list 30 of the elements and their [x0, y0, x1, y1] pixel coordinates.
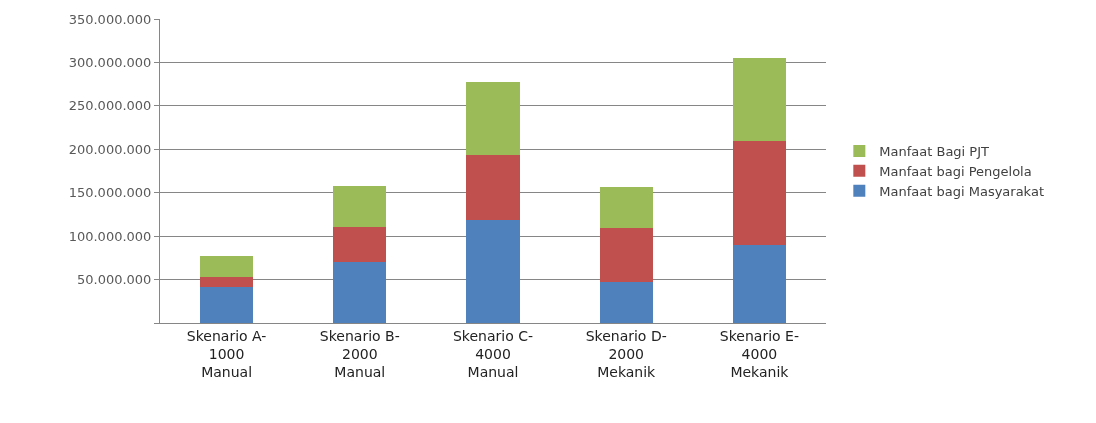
- y-tick-label: 250.000.000: [68, 98, 152, 114]
- y-tick-label: 100.000.000: [68, 228, 152, 244]
- x-tick-label: Skenario C- 4000 Manual: [452, 327, 534, 381]
- bar: [199, 256, 254, 277]
- bar: [599, 228, 653, 283]
- bar: [466, 155, 520, 220]
- bar: [732, 140, 787, 245]
- bar: [599, 186, 653, 229]
- bar: [333, 227, 387, 263]
- y-tick-label: 200.000.000: [68, 141, 152, 157]
- bar: [466, 81, 520, 156]
- bar: [599, 282, 653, 323]
- bar: [199, 276, 254, 287]
- bar: [333, 262, 387, 323]
- x-tick-label: Skenario B- 2000 Manual: [319, 327, 400, 381]
- legend-label: Manfaat Bagi PJT: [879, 144, 990, 160]
- bar: [732, 58, 787, 141]
- x-tick-label: Skenario E- 4000 Mekanik: [719, 327, 799, 381]
- bar: [199, 286, 254, 323]
- y-tick-label: 50.000.000: [76, 272, 152, 288]
- bar: [466, 219, 520, 323]
- x-tick-label: Skenario A- 1000 Manual: [186, 327, 267, 381]
- y-tick-label: 350.000.000: [68, 11, 152, 27]
- x-tick-label: Skenario D- 2000 Mekanik: [585, 327, 667, 381]
- bar: [333, 185, 387, 228]
- y-tick-label: 150.000.000: [68, 185, 152, 201]
- y-tick-label: 300.000.000: [68, 54, 152, 70]
- legend-label: Manfaat bagi Masyarakat: [879, 183, 1044, 199]
- legend-label: Manfaat bagi Pengelola: [879, 163, 1032, 179]
- bar: [732, 244, 787, 323]
